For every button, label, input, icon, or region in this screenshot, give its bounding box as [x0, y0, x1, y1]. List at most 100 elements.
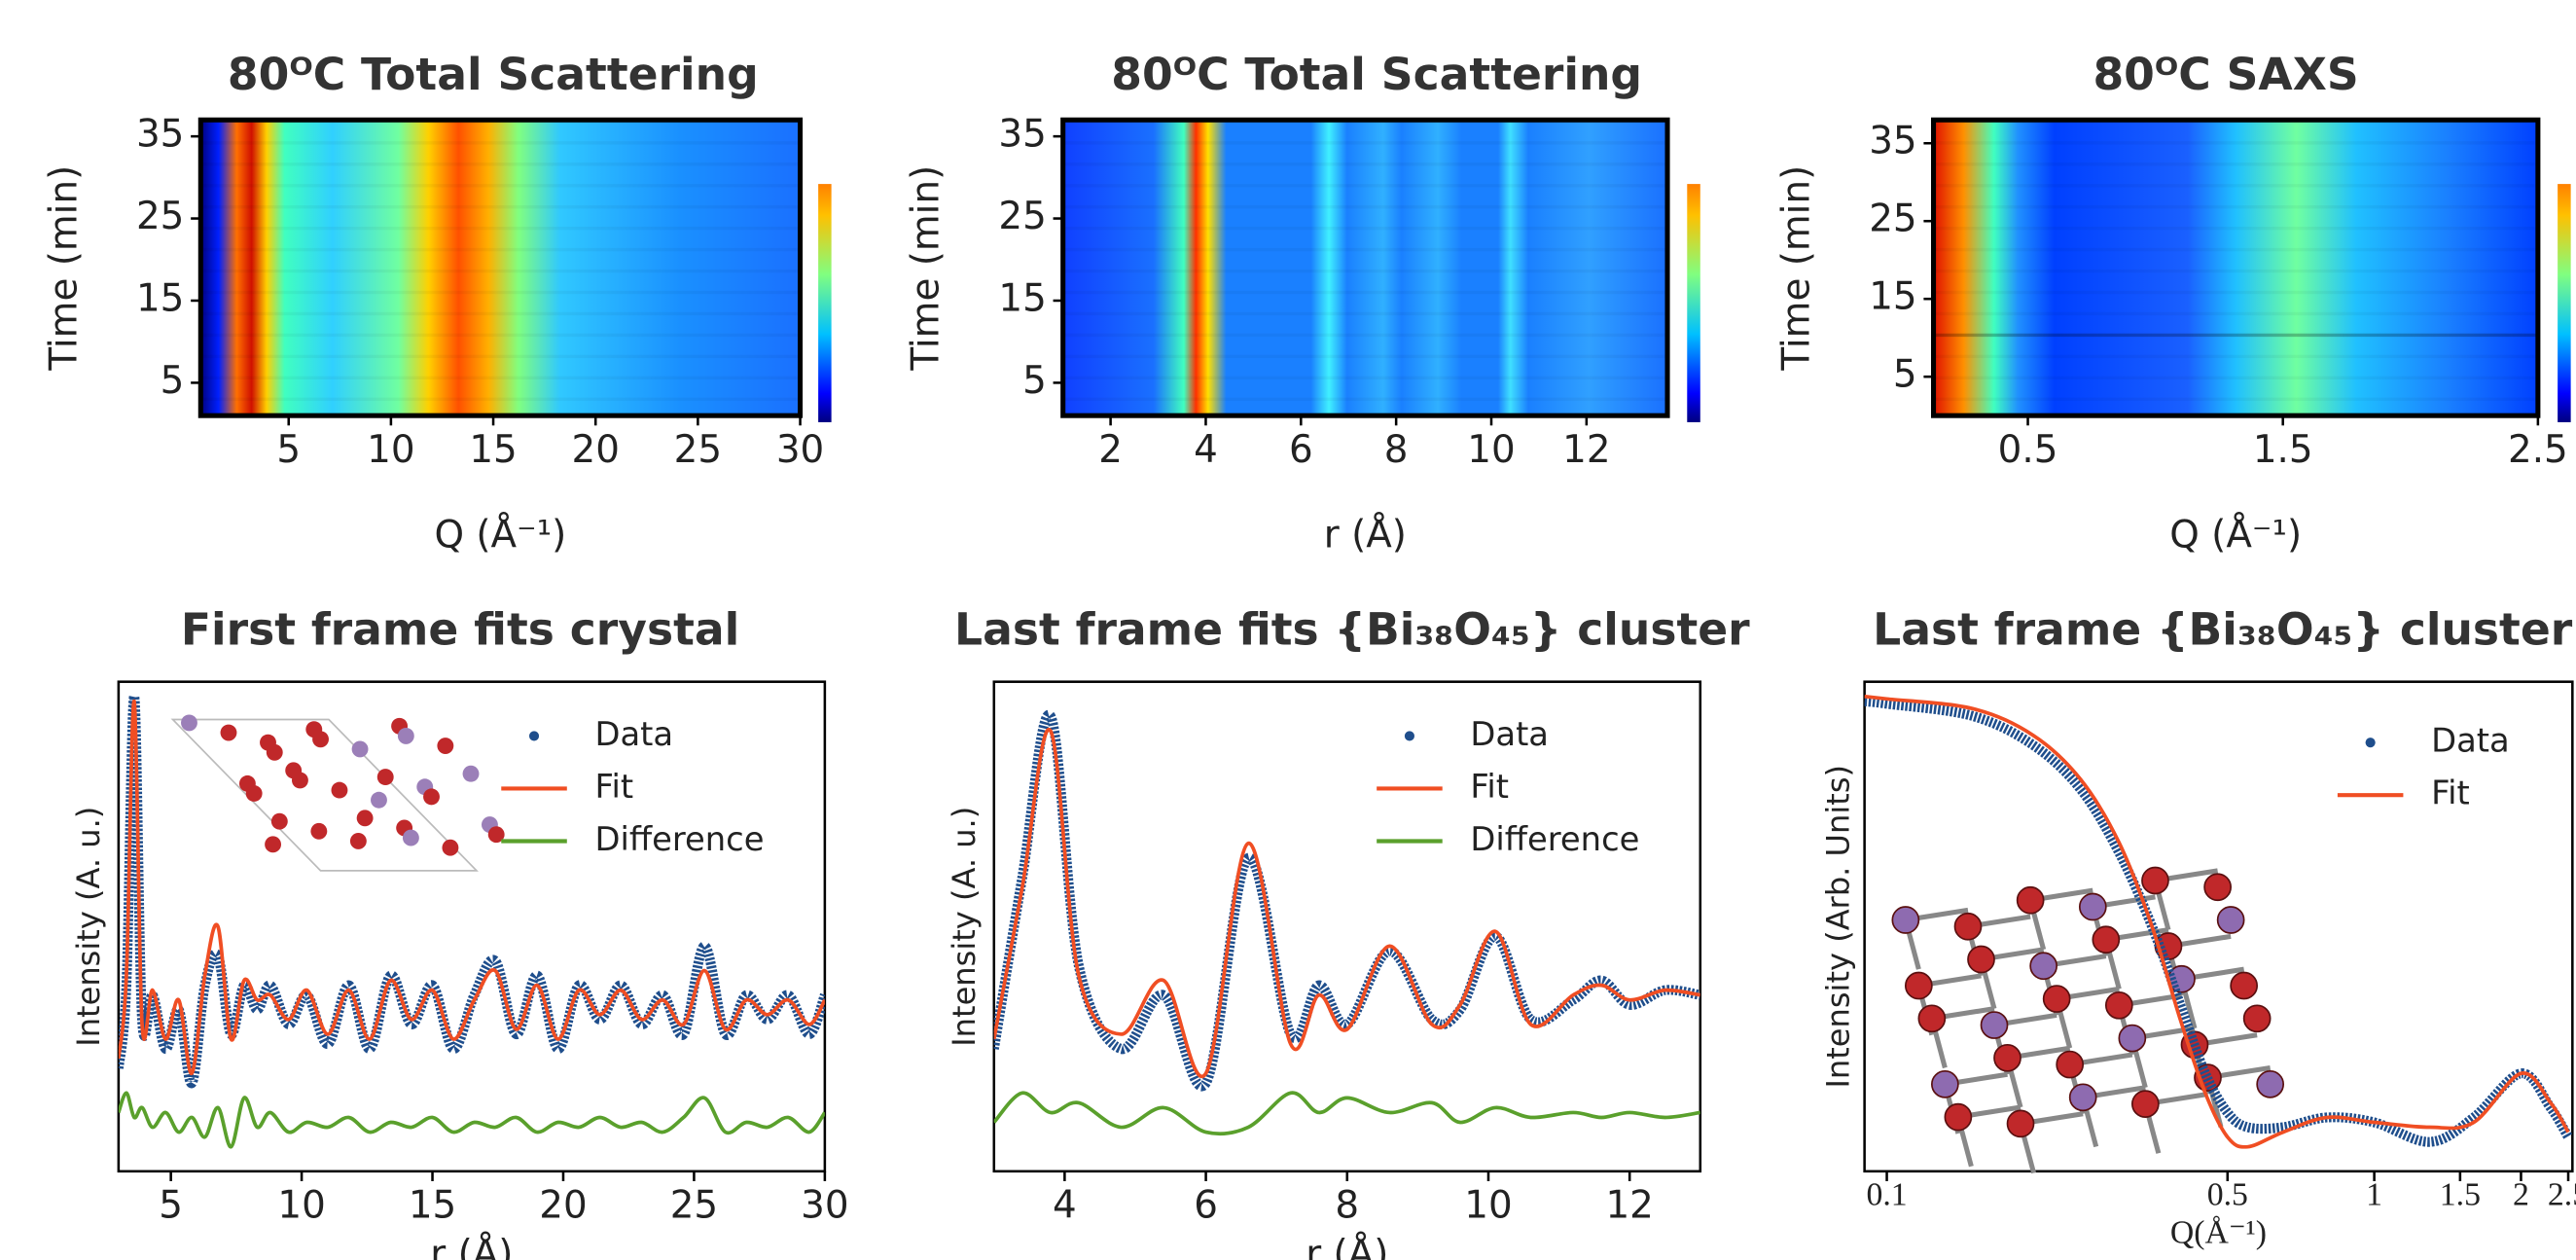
- inset-atom: [2092, 925, 2121, 954]
- x-axis-label: r (Å): [430, 1231, 513, 1260]
- heatmap-texture: [1933, 141, 2538, 145]
- inset-atom: [310, 822, 328, 840]
- x-tick-label: 30: [776, 428, 824, 472]
- plot-frame: [1931, 117, 2541, 418]
- inset-atom: [220, 724, 237, 741]
- heatmap-texture: [1933, 162, 2538, 166]
- y-tick-label: 5: [1893, 353, 1917, 397]
- y-tick-label: 35: [998, 113, 1046, 157]
- inset-atom: [349, 833, 367, 849]
- x-tick-label: 8: [1384, 428, 1409, 472]
- heatmap-texture: [200, 247, 801, 252]
- inset-atom: [270, 812, 288, 830]
- plot-frame: [992, 680, 1702, 1173]
- x-tick-label: 5: [159, 1183, 183, 1227]
- inset-atom: [397, 727, 414, 744]
- heatmap-image: [1933, 120, 2538, 416]
- inset-atom: [1980, 1011, 2009, 1039]
- heatmap-texture: [200, 333, 801, 338]
- heatmap-texture: [1062, 184, 1668, 188]
- x-tick-label: 12: [1605, 1183, 1653, 1227]
- y-tick-label: 35: [1869, 120, 1916, 163]
- x-tick-label: 4: [1194, 428, 1218, 472]
- x-tick-label: 2: [1098, 428, 1123, 472]
- x-tick-label: 0.5: [2207, 1177, 2248, 1213]
- inset-atom: [2104, 990, 2133, 1020]
- inset-atom: [2042, 985, 2071, 1013]
- heatmap-texture: [1933, 205, 2538, 209]
- panel-title: 80ᴼC Total Scattering: [1111, 49, 1642, 100]
- series-line: [993, 709, 1700, 1092]
- inset-atom: [2203, 873, 2232, 902]
- legend-label: Data: [594, 715, 673, 753]
- inset-atom: [437, 738, 454, 754]
- x-tick-label: 0.5: [1998, 428, 2058, 472]
- y-axis-label: Time (min): [42, 165, 86, 372]
- heatmap-texture: [1062, 162, 1668, 166]
- legend-label: Fit: [2431, 774, 2470, 812]
- legend-marker: [2365, 738, 2376, 748]
- heatmap-image: [1062, 120, 1668, 416]
- heatmap-texture: [1062, 205, 1668, 209]
- inset-atom: [371, 791, 387, 809]
- inset-atom: [2078, 892, 2107, 921]
- inset-atom: [1967, 945, 1995, 974]
- heatmap-texture: [1062, 311, 1668, 316]
- x-tick-label: 1.5: [2253, 428, 2313, 472]
- x-tick-label: 1: [2366, 1177, 2382, 1213]
- heatmap-texture: [1933, 226, 2538, 231]
- y-axis-label: Intensity (A. u.): [946, 807, 983, 1047]
- heatmap-texture: [1933, 376, 2538, 380]
- series-line: [1864, 694, 2570, 1149]
- inset-atom: [291, 772, 308, 789]
- series-line: [993, 1091, 1700, 1136]
- heatmap-texture: [200, 376, 801, 380]
- inset-atom: [1953, 912, 1983, 941]
- inset-atom: [1944, 1102, 1973, 1132]
- plot-frame: [1060, 117, 1670, 418]
- panel-title: Last frame fits {Bi₃₈O₄₅} cluster: [954, 604, 1750, 656]
- x-axis-label: Q(Å⁻¹): [2170, 1214, 2267, 1250]
- heatmap-texture: [200, 226, 801, 231]
- inset-atom: [442, 839, 459, 856]
- inset-atom: [181, 714, 197, 732]
- x-tick-label: 10: [1467, 428, 1515, 472]
- colorbar: [2558, 184, 2571, 422]
- heatmap-texture: [200, 162, 801, 166]
- colorbar: [818, 184, 832, 422]
- heatmap-texture: [200, 184, 801, 188]
- inset-cell: [170, 718, 479, 872]
- heatmap-image: [200, 120, 801, 416]
- heatmap-texture: [1062, 269, 1668, 273]
- y-axis-label: Time (min): [1775, 165, 1819, 372]
- heatmap-texture: [1933, 311, 2538, 316]
- plot-frame: [197, 117, 804, 418]
- panel-title: 80ᴼC Total Scattering: [228, 49, 759, 100]
- heatmap-texture: [1933, 354, 2538, 359]
- inset-atom: [265, 836, 282, 853]
- y-axis-label: Intensity (Arb. Units): [1819, 765, 1856, 1089]
- heatmap-texture: [1933, 247, 2538, 252]
- x-tick-label: 2.5: [2508, 428, 2568, 472]
- x-tick-label: 15: [469, 428, 517, 472]
- heatmap-texture: [200, 269, 801, 273]
- inset-atom: [423, 788, 440, 806]
- legend-label: Data: [2431, 722, 2510, 760]
- panel-title: First frame fits crystal: [181, 604, 739, 656]
- legend-label: Difference: [1470, 820, 1639, 858]
- panel-title: Last frame {Bi₃₈O₄₅} cluster: [1873, 604, 2573, 656]
- y-tick-label: 25: [136, 195, 184, 238]
- legend-label: Data: [1470, 715, 1549, 753]
- x-tick-label: 12: [1562, 428, 1610, 472]
- plot-frame: [117, 680, 827, 1173]
- y-axis-label: Intensity (A. u.): [70, 807, 107, 1047]
- heatmap-texture: [1062, 247, 1668, 252]
- inset-atom: [1904, 971, 1933, 1000]
- heatmap-texture: [1933, 184, 2538, 188]
- inset-atom: [1931, 1069, 1959, 1098]
- x-tick-label: 5: [276, 428, 301, 472]
- x-tick-label: 15: [409, 1183, 456, 1227]
- inset-atom: [2230, 971, 2258, 1000]
- inset-atom: [2242, 1004, 2272, 1033]
